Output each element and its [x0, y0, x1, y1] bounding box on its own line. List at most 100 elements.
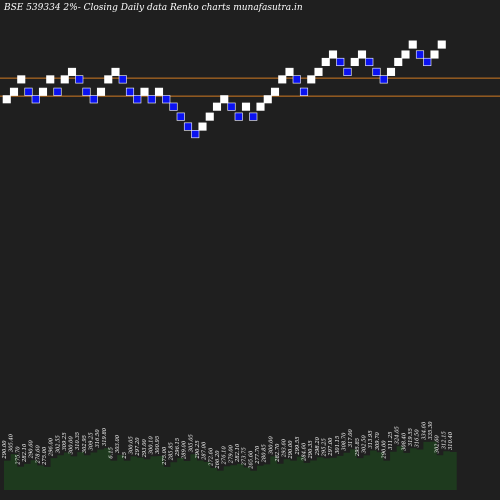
- renko-brick: [176, 112, 185, 121]
- renko-brick: [423, 57, 432, 67]
- renko-brick: [147, 95, 156, 104]
- renko-brick: [314, 67, 323, 76]
- volume-label: 334.60: [421, 421, 427, 440]
- renko-brick: [220, 95, 229, 104]
- volume-label: 297.00: [328, 437, 334, 457]
- renko-brick: [198, 122, 207, 131]
- volume-label: 295.25: [322, 438, 328, 457]
- renko-brick: [408, 40, 417, 49]
- renko-brick: [82, 87, 91, 96]
- volume-label: 279.00: [228, 444, 234, 464]
- volume-label: 290.00: [2, 440, 8, 460]
- volume-label: 272.60: [208, 447, 214, 467]
- renko-brick: [336, 57, 345, 67]
- volume-label: 301.15: [335, 436, 341, 454]
- renko-brick: [17, 75, 26, 84]
- reference-lines: [0, 77, 500, 97]
- renko-brick: [285, 67, 294, 76]
- volume-label: 290.00: [288, 440, 294, 460]
- renko-brick: [379, 75, 388, 84]
- volume-label: 277.70: [255, 445, 261, 465]
- volume-label: 275.00: [42, 446, 48, 466]
- renko-brick: [46, 75, 55, 84]
- renko-brick: [249, 112, 258, 121]
- volume-label: 299.55: [295, 436, 301, 455]
- renko-brick: [365, 57, 374, 67]
- volume-label: 287.00: [202, 441, 208, 461]
- renko-brick: [53, 87, 62, 96]
- volume-label: 309.70: [375, 431, 381, 450]
- volume-label: 303.00: [115, 434, 121, 453]
- volume-label: 297.20: [135, 437, 141, 457]
- renko-brick: [343, 67, 352, 76]
- volume-label: 295.85: [355, 438, 361, 457]
- renko-brick: [212, 102, 222, 111]
- renko-brick: [263, 95, 272, 104]
- volume-label: 290.00: [381, 440, 387, 460]
- renko-brick: [241, 102, 251, 111]
- renko-brick: [2, 95, 11, 104]
- volume-label: 310.40: [448, 431, 454, 450]
- volume-label: 282.10: [22, 443, 28, 463]
- volume-label: 266.20: [215, 450, 221, 470]
- renko-brick: [96, 87, 106, 96]
- renko-brick: [357, 50, 367, 59]
- renko-brick: [133, 95, 142, 104]
- volume-label: 290.25: [195, 440, 201, 459]
- volume-label: 300.00: [268, 436, 274, 455]
- volume-label: 280.85: [262, 444, 268, 463]
- volume-label: 311.25: [388, 432, 394, 450]
- renko-brick: [205, 112, 214, 121]
- renko-brick: [75, 75, 84, 84]
- volume-label: 296.15: [175, 438, 181, 457]
- volume-label: 312.15: [441, 431, 447, 449]
- volume-label: 293.00: [142, 438, 148, 458]
- renko-bricks: [2, 40, 446, 139]
- renko-brick: [401, 50, 410, 59]
- volume-label: 310.35: [75, 432, 81, 450]
- volume-label: 302.50: [362, 435, 368, 454]
- volume-area: [4, 441, 457, 490]
- renko-brick: [154, 87, 164, 96]
- volume-label: 275.00: [162, 446, 168, 466]
- renko-brick: [118, 75, 127, 84]
- volume-label: 290.60: [29, 439, 35, 459]
- renko-brick: [328, 50, 338, 59]
- volume-label: 316.50: [95, 429, 101, 448]
- volume-label: 296.00: [49, 437, 55, 457]
- renko-brick: [191, 130, 200, 139]
- volume-label: 293.60: [282, 438, 288, 458]
- renko-brick: [430, 50, 439, 59]
- renko-brick: [169, 102, 178, 111]
- volume-label: 305.05: [188, 434, 194, 452]
- volume-label: 300.95: [155, 436, 161, 454]
- chart-title: BSE 539334 2%- Closing Daily data Renko …: [3, 3, 303, 13]
- volume-label: 324.05: [395, 426, 401, 444]
- volume-label: 300.05: [129, 436, 135, 454]
- renko-brick: [299, 87, 309, 96]
- volume-label: 335.30: [428, 421, 434, 440]
- volume-label: 276.10: [222, 446, 228, 466]
- renko-brick: [140, 87, 149, 96]
- volume-label: 282.70: [275, 443, 281, 463]
- volume-bars: [4, 441, 457, 490]
- volume-label: 6.15: [109, 447, 115, 459]
- renko-brick: [321, 57, 330, 67]
- renko-brick: [125, 87, 135, 96]
- renko-brick: [307, 75, 316, 84]
- renko-brick: [234, 112, 243, 121]
- volume-label: 265.60: [248, 450, 254, 470]
- volume-label: 309.25: [89, 432, 95, 450]
- renko-brick: [38, 87, 48, 96]
- renko-brick: [24, 87, 33, 96]
- volume-label: 25: [122, 452, 128, 460]
- volume-label: 319.80: [102, 427, 108, 446]
- renko-brick: [372, 67, 381, 76]
- volume-label: 308.70: [342, 432, 348, 451]
- renko-brick: [162, 95, 171, 104]
- volume-label: 319.55: [408, 428, 414, 446]
- renko-brick: [350, 57, 359, 67]
- renko-brick: [386, 67, 396, 76]
